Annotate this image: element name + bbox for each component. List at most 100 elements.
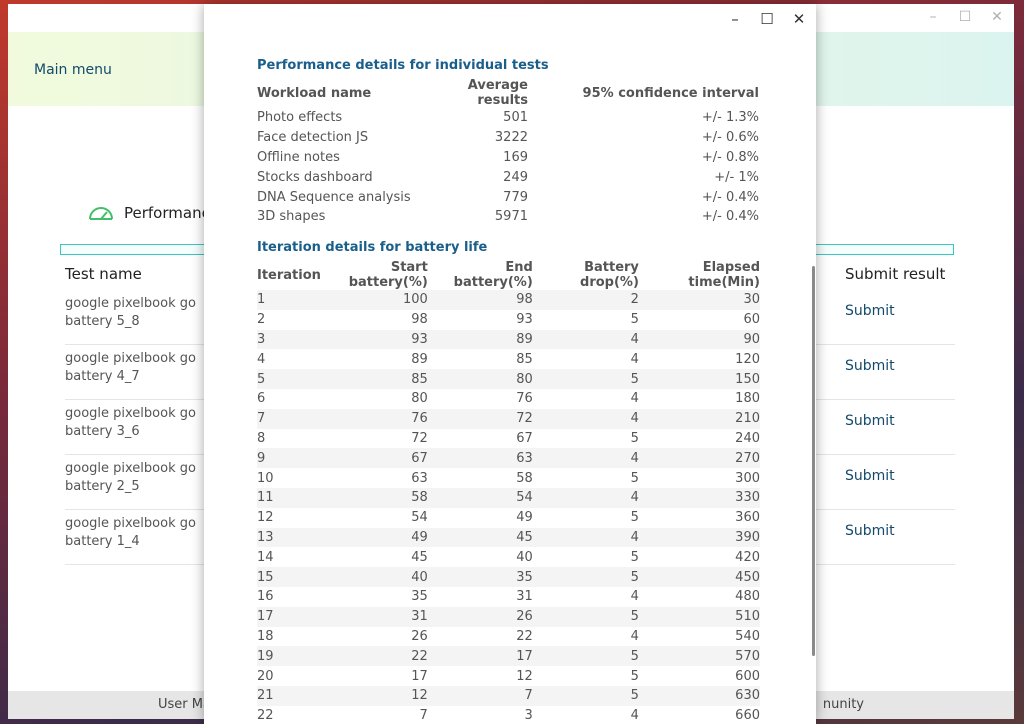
table-row: 16 35 31 4 480	[257, 587, 760, 607]
performance-heading: Performanc	[88, 204, 210, 222]
minimize-icon[interactable]: –	[731, 10, 739, 28]
table-cell: 5971	[494, 209, 528, 225]
table-cell: 270	[638, 448, 760, 469]
footer-community-link[interactable]: nunity	[822, 697, 864, 712]
table-cell: Photo effects	[257, 110, 343, 126]
table-row: 7 76 72 4 210	[257, 408, 760, 429]
table-cell: 54	[427, 487, 533, 508]
table-cell: 45	[411, 549, 428, 565]
table-cell: 40	[320, 567, 428, 587]
table-cell: +/- 0.4%	[701, 189, 759, 205]
col-workload-name: Workload name	[257, 85, 372, 101]
col-confidence-interval: 95% confidence interval	[582, 85, 759, 101]
bg-window-controls: – ☐ ✕	[924, 9, 1006, 25]
table-cell: 11	[257, 487, 321, 508]
table-row: 18 26 22 4 540	[257, 627, 760, 647]
table-cell: 4	[532, 527, 639, 548]
table-row: 4 89 85 4 120	[257, 349, 760, 369]
table-cell: 5	[630, 430, 639, 446]
table-cell: 16	[257, 589, 274, 605]
table-cell: 120	[735, 351, 760, 367]
maximize-icon[interactable]: ☐	[958, 9, 972, 25]
table-cell: 4	[532, 448, 639, 469]
submit-link[interactable]: Submit	[845, 358, 895, 374]
submit-link[interactable]: Submit	[845, 303, 895, 319]
table-cell: +/- 0.4%	[701, 209, 759, 225]
table-cell: 22	[516, 628, 533, 644]
table-row: 8 72 67 5 240	[257, 429, 760, 449]
table-cell: 60	[743, 312, 760, 328]
test-name: google pixelbook go battery 2_5	[65, 461, 196, 494]
table-cell: 5	[257, 369, 321, 389]
test-name: google pixelbook go battery 1_4	[65, 516, 196, 549]
table-cell: 15	[257, 567, 321, 587]
table-cell: 19	[257, 646, 321, 667]
test-name-header: Test name	[65, 265, 142, 283]
table-cell: +/- 0.6%	[701, 130, 759, 146]
table-cell: 17	[427, 646, 533, 667]
table-cell: 5	[532, 685, 639, 706]
table-cell: 5	[532, 606, 639, 627]
performance-title: Performanc	[124, 204, 210, 222]
table-cell: 4	[630, 351, 639, 367]
table-row: 10 63 58 5 300	[257, 468, 760, 488]
table-cell: 93	[516, 312, 533, 328]
table-cell: 3	[257, 329, 321, 350]
submit-link[interactable]: Submit	[845, 468, 895, 484]
col-battery-drop: Battery drop(%)	[580, 260, 639, 290]
table-cell: 9	[257, 448, 321, 469]
maximize-icon[interactable]: ☐	[760, 10, 774, 28]
table-row: 17 31 26 5 510	[257, 606, 760, 627]
table-cell: 17	[257, 606, 321, 627]
table-row: 15 40 35 5 450	[257, 567, 760, 587]
scrollbar[interactable]	[812, 266, 815, 656]
table-cell: 30	[638, 290, 760, 310]
close-icon[interactable]: ✕	[792, 10, 806, 28]
table-cell: 85	[516, 351, 533, 367]
table-cell: 3222	[494, 130, 528, 146]
table-cell: 330	[638, 487, 760, 508]
table-cell: 7	[427, 685, 533, 706]
col-start-battery: Start battery(%)	[348, 260, 428, 290]
table-cell: 20	[257, 668, 274, 684]
table-row: 19 22 17 5 570	[257, 646, 760, 667]
table-cell: 14	[257, 549, 274, 565]
table-cell: 390	[638, 527, 760, 548]
table-cell: 5	[630, 549, 639, 565]
table-cell: 35	[411, 589, 428, 605]
table-cell: 150	[638, 369, 760, 389]
table-cell: 49	[516, 510, 533, 526]
table-cell: 4	[630, 708, 639, 724]
main-menu-link[interactable]: Main menu	[34, 62, 112, 78]
table-header-row: Iteration Start battery(%) End battery(%…	[257, 260, 760, 290]
table-cell: 3D shapes	[257, 209, 326, 225]
iter-section-title: Iteration details for battery life	[257, 240, 488, 255]
close-icon[interactable]: ✕	[991, 9, 1003, 25]
table-cell: 4	[630, 628, 639, 644]
col-average-results: Average results	[467, 78, 528, 108]
table-cell: 21	[257, 685, 321, 706]
table-row: 14 45 40 5 420	[257, 547, 760, 567]
test-name: google pixelbook go battery 3_6	[65, 406, 196, 439]
table-cell: 4	[630, 589, 639, 605]
table-row: 3 93 89 4 90	[257, 329, 760, 350]
table-cell: 26	[411, 628, 428, 644]
submit-link[interactable]: Submit	[845, 523, 895, 539]
table-cell: 1	[257, 290, 321, 310]
table-cell: 2	[532, 290, 639, 310]
table-row: 12 54 49 5 360	[257, 508, 760, 528]
table-cell: 31	[320, 606, 428, 627]
table-row: 5 85 80 5 150	[257, 369, 760, 389]
table-cell: 5	[532, 646, 639, 667]
table-cell: 7	[419, 708, 428, 724]
minimize-icon[interactable]: –	[929, 9, 937, 25]
submit-link[interactable]: Submit	[845, 413, 895, 429]
footer-user-manual-link[interactable]: User Ma	[158, 697, 211, 712]
table-cell: 40	[516, 549, 533, 565]
table-row: 2 98 93 5 60	[257, 310, 760, 330]
table-cell: 600	[735, 668, 760, 684]
table-cell: DNA Sequence analysis	[257, 189, 411, 205]
perf-section-title: Performance details for individual tests	[257, 58, 549, 73]
table-header-row: Workload name Average results 95% confid…	[257, 78, 759, 108]
table-cell: 360	[735, 510, 760, 526]
